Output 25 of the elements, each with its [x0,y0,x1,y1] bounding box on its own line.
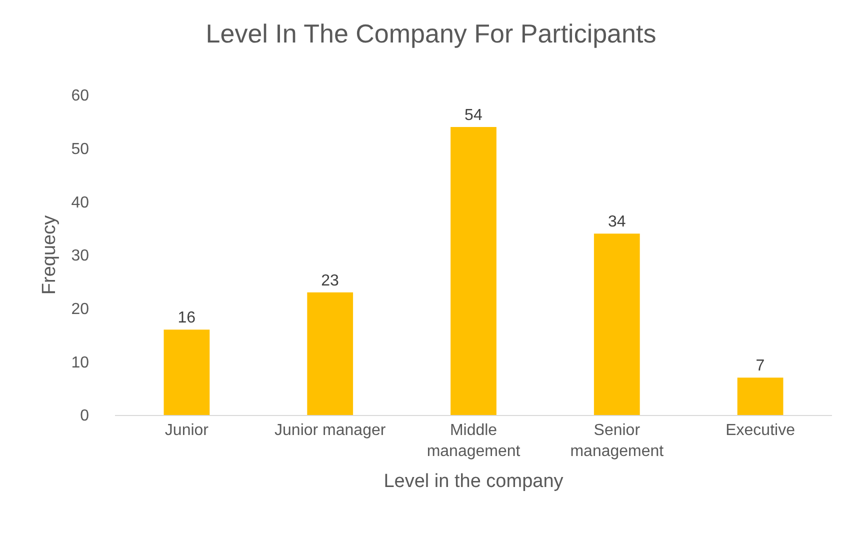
y-tick-label: 0 [80,408,90,425]
bar [307,292,354,415]
x-tick-label: Middle management [426,422,521,460]
x-axis-title: Level in the company [384,470,564,492]
x-tick-label: Junior [164,422,210,440]
y-tick-label: 60 [71,88,90,105]
x-tick-label: Executive [726,422,796,440]
bar [450,127,496,415]
y-tick-label: 30 [71,248,90,265]
y-axis-title: Frequecy [39,214,60,295]
chart-title: Level In The Company For Participants [206,18,656,48]
data-label: 23 [321,272,340,290]
data-label: 7 [756,358,765,375]
y-tick-label: 10 [71,354,90,372]
x-tick-label: Junior manager [274,422,386,440]
bar [594,234,640,415]
bar [737,378,784,415]
data-label: 16 [178,310,196,327]
y-tick-label: 50 [71,140,90,158]
data-label: 34 [608,214,626,231]
y-tick-label: 20 [71,300,90,318]
data-label: 54 [464,107,482,124]
y-tick-label: 40 [71,194,90,212]
bar [164,330,210,415]
x-tick-label: Senior management [570,422,664,460]
